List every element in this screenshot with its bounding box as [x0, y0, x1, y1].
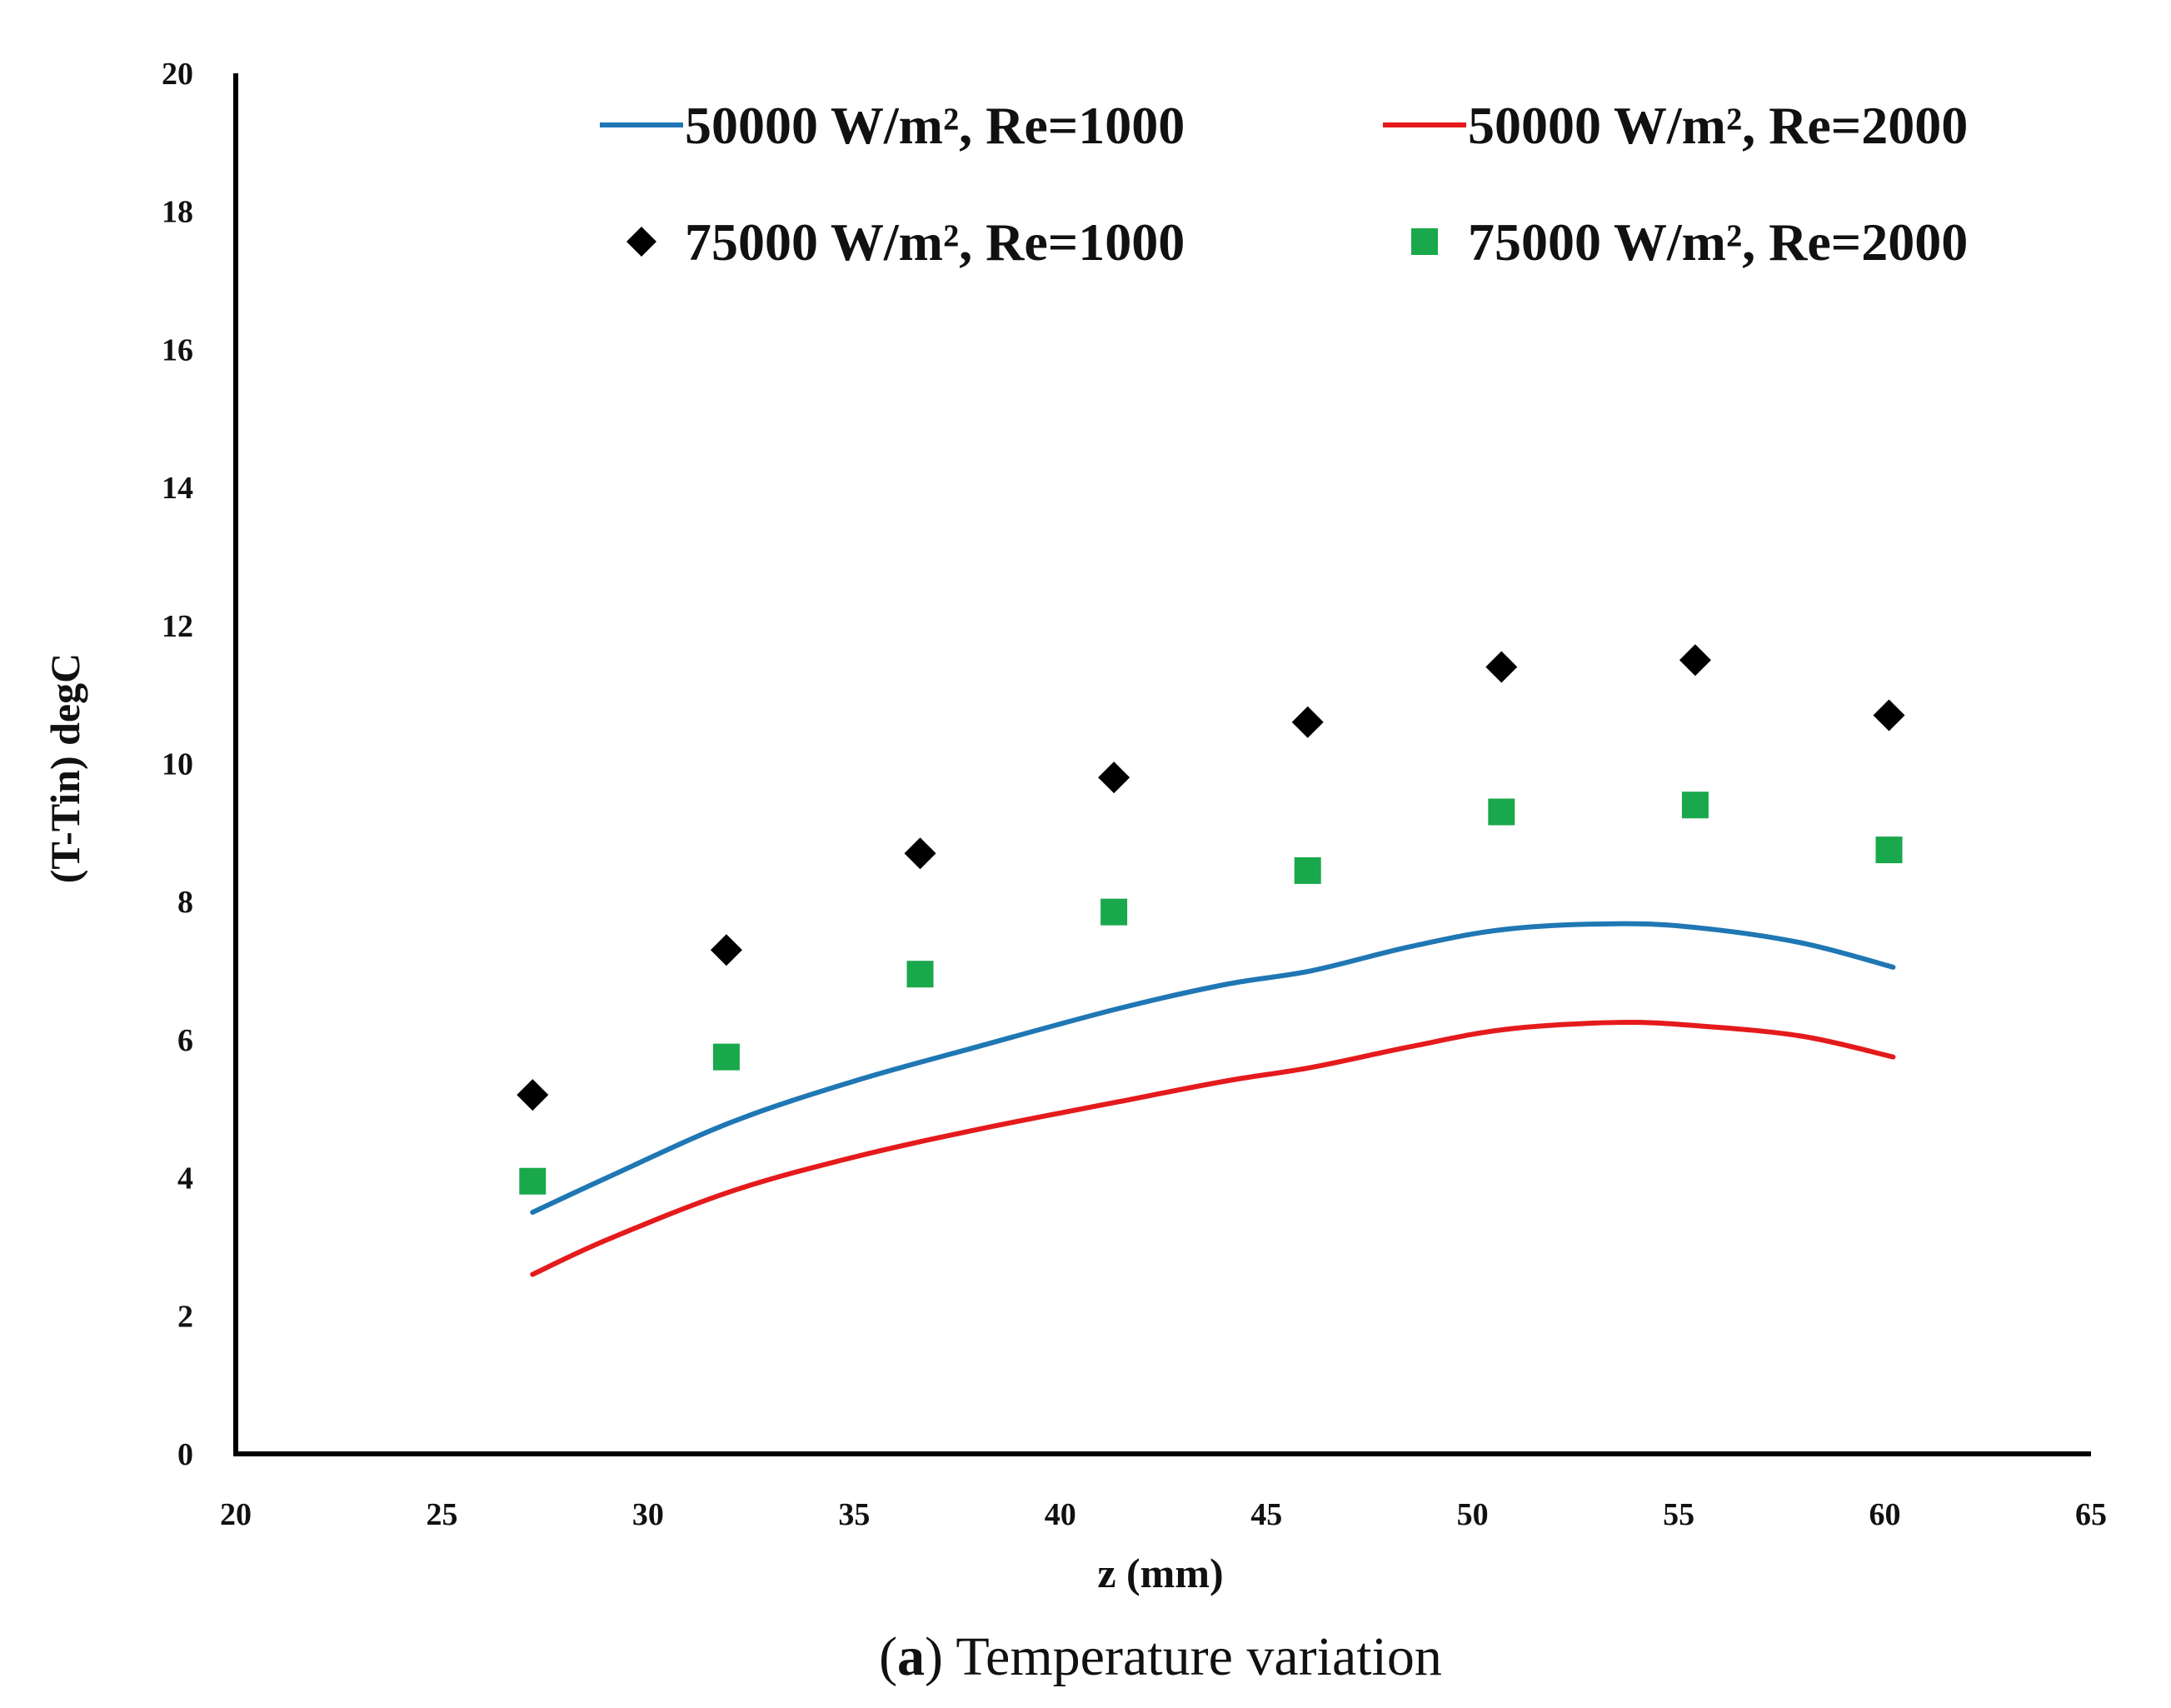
y-tick-label: 18 [162, 195, 193, 230]
y-axis-title: (T-Tin) degC [42, 653, 88, 883]
data-point-diamond [1485, 651, 1518, 683]
legend-entry-3: 75000 W/m², Re=1000 [626, 212, 1185, 272]
series-2 [530, 1020, 1896, 1277]
series-3 [517, 644, 1905, 1111]
x-tick-label: 35 [838, 1497, 870, 1532]
legend-diamond-swatch [626, 227, 656, 257]
legend-label: 50000 W/m², Re=1000 [685, 96, 1185, 155]
figure-caption: (a) Temperature variation [879, 1626, 1442, 1687]
series-line [530, 1020, 1896, 1277]
data-point-square [712, 1043, 740, 1071]
series-line [530, 921, 1896, 1216]
y-tick-label: 10 [162, 747, 193, 782]
legend-label: 75000 W/m², Re=2000 [1468, 212, 1968, 272]
legend-label: 50000 W/m², Re=2000 [1468, 96, 1968, 155]
y-tick-label: 20 [162, 57, 193, 92]
x-tick-label: 25 [426, 1497, 457, 1532]
x-tick-label: 50 [1457, 1497, 1489, 1532]
y-tick-labels: 0 2 4 6 8 10 12 14 16 18 20 [162, 57, 193, 1472]
legend-entry-2: 50000 W/m², Re=2000 [1383, 96, 1968, 155]
caption-label: a [897, 1626, 925, 1687]
x-tick-label: 60 [1869, 1497, 1901, 1532]
x-tick-label: 30 [632, 1497, 664, 1532]
series-4 [519, 792, 1903, 1195]
data-point-square [1294, 856, 1321, 884]
y-tick-label: 0 [177, 1437, 193, 1472]
legend-entry-4: 75000 W/m², Re=2000 [1411, 212, 1968, 272]
x-axis-title: z (mm) [1097, 1550, 1223, 1596]
legend-square-swatch [1411, 228, 1438, 255]
data-point-diamond [517, 1079, 549, 1111]
legend-label: 75000 W/m², Re=1000 [685, 212, 1185, 272]
data-point-diamond [1873, 699, 1905, 732]
data-point-diamond [1098, 762, 1130, 794]
data-point-diamond [1291, 706, 1324, 738]
y-tick-label: 4 [177, 1161, 193, 1196]
legend-entry-1: 50000 W/m², Re=1000 [600, 96, 1185, 155]
data-point-square [1681, 792, 1709, 819]
x-tick-label: 20 [220, 1497, 252, 1532]
data-point-square [1488, 798, 1515, 826]
data-point-square [1875, 837, 1903, 864]
x-tick-label: 55 [1663, 1497, 1694, 1532]
y-tick-label: 12 [162, 609, 193, 644]
caption-text: Temperature variation [956, 1626, 1442, 1687]
x-tick-label: 45 [1250, 1497, 1282, 1532]
data-point-diamond [1679, 644, 1711, 677]
axes [233, 73, 2091, 1456]
y-tick-label: 8 [177, 885, 193, 920]
x-tick-label: 65 [2075, 1497, 2107, 1532]
x-tick-label: 40 [1045, 1497, 1076, 1532]
series-1 [530, 921, 1896, 1216]
y-tick-label: 6 [177, 1023, 193, 1058]
legend: 50000 W/m², Re=1000 50000 W/m², Re=2000 75… [600, 96, 1968, 272]
y-tick-label: 2 [177, 1299, 193, 1334]
plot-series [517, 644, 1905, 1277]
y-tick-label: 14 [162, 471, 193, 506]
data-point-square [519, 1167, 546, 1195]
data-point-square [906, 961, 934, 988]
data-point-diamond [710, 934, 742, 966]
y-tick-label: 16 [162, 332, 193, 367]
x-tick-labels: 20 25 30 35 40 45 50 55 60 65 [220, 1497, 2107, 1532]
data-point-diamond [904, 837, 936, 870]
data-point-square [1100, 898, 1128, 926]
